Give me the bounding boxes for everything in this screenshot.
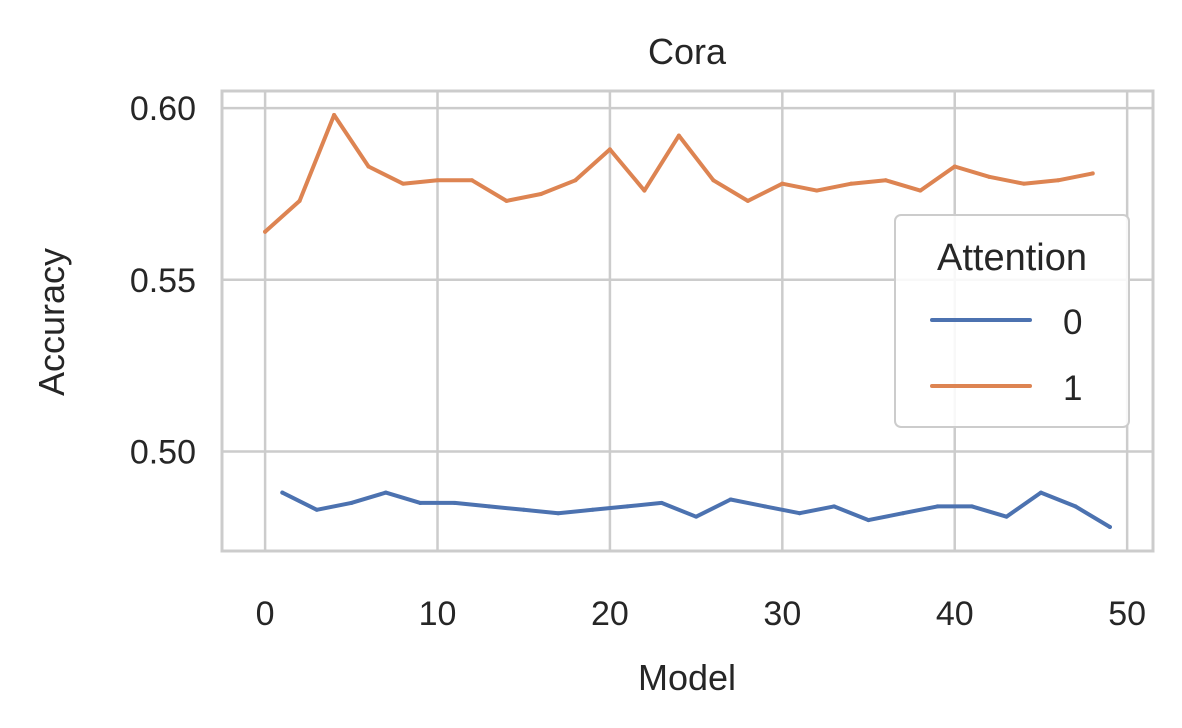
x-tick-labels: 0 10 20 30 40 50	[256, 595, 1146, 633]
data-point-series-0-22	[1038, 490, 1043, 495]
legend-label-series-0: 0	[1063, 303, 1082, 342]
data-point-series-1-18	[883, 178, 888, 183]
legend-label-series-1: 1	[1063, 369, 1082, 408]
data-point-series-0-4	[418, 500, 423, 505]
data-point-series-0-1	[314, 507, 319, 512]
x-tick-label-1: 10	[419, 595, 457, 633]
data-point-series-0-9	[590, 507, 595, 512]
x-tick-label-4: 40	[936, 595, 974, 633]
data-point-series-1-5	[435, 178, 440, 183]
data-point-series-1-15	[780, 181, 785, 186]
data-point-series-0-6	[487, 504, 492, 509]
x-tick-label-5: 50	[1108, 595, 1146, 633]
data-point-series-1-6	[469, 178, 474, 183]
data-point-series-1-16	[814, 188, 819, 193]
data-point-series-0-10	[625, 504, 630, 509]
data-point-series-0-24	[1107, 524, 1112, 529]
data-point-series-1-7	[504, 198, 509, 203]
data-point-series-0-5	[452, 500, 457, 505]
data-point-series-0-0	[280, 490, 285, 495]
data-point-series-1-22	[1021, 181, 1026, 186]
x-tick-label-0: 0	[256, 595, 275, 633]
data-point-series-1-1	[297, 198, 302, 203]
data-point-series-1-13	[711, 178, 716, 183]
data-point-series-0-13	[728, 497, 733, 502]
x-tick-label-3: 30	[763, 595, 801, 633]
data-point-series-0-20	[969, 504, 974, 509]
data-point-series-0-8	[556, 511, 561, 516]
data-point-series-1-2	[332, 113, 337, 118]
data-point-series-0-7	[521, 507, 526, 512]
data-point-series-0-11	[659, 500, 664, 505]
data-point-series-1-9	[573, 178, 578, 183]
data-point-series-1-24	[1090, 171, 1095, 176]
data-point-series-0-2	[349, 500, 354, 505]
data-point-series-1-19	[918, 188, 923, 193]
y-tick-label-0: 0.50	[130, 433, 196, 471]
y-tick-label-1: 0.55	[130, 262, 196, 300]
data-point-series-1-0	[263, 229, 268, 234]
data-point-series-1-8	[538, 191, 543, 196]
y-axis-label: Accuracy	[31, 248, 72, 396]
data-point-series-1-20	[952, 164, 957, 169]
data-point-series-1-23	[1056, 178, 1061, 183]
y-tick-label-2: 0.60	[130, 90, 196, 128]
data-point-series-0-17	[866, 518, 871, 523]
y-tick-labels: 0.50 0.55 0.60	[130, 90, 196, 471]
data-point-series-1-14	[745, 198, 750, 203]
data-point-series-1-10	[607, 147, 612, 152]
data-point-series-1-21	[987, 174, 992, 179]
data-point-series-1-4	[401, 181, 406, 186]
chart-title: Cora	[648, 31, 727, 72]
series-layer	[263, 113, 1112, 529]
data-point-series-0-21	[1004, 514, 1009, 519]
legend: Attention 0 1	[894, 214, 1130, 428]
x-axis-label: Model	[638, 657, 736, 698]
data-point-series-1-17	[849, 181, 854, 186]
data-point-series-0-12	[694, 514, 699, 519]
data-point-series-1-11	[642, 188, 647, 193]
data-point-series-0-23	[1073, 504, 1078, 509]
data-point-series-0-16	[832, 504, 837, 509]
legend-title: Attention	[937, 237, 1087, 279]
data-point-series-1-12	[676, 133, 681, 138]
plot-frame	[220, 89, 1155, 553]
data-point-series-0-3	[383, 490, 388, 495]
data-point-series-0-19	[935, 504, 940, 509]
data-point-series-0-18	[901, 511, 906, 516]
data-point-series-1-3	[366, 164, 371, 169]
x-tick-label-2: 20	[591, 595, 629, 633]
data-point-series-0-14	[763, 504, 768, 509]
data-point-series-0-15	[797, 511, 802, 516]
